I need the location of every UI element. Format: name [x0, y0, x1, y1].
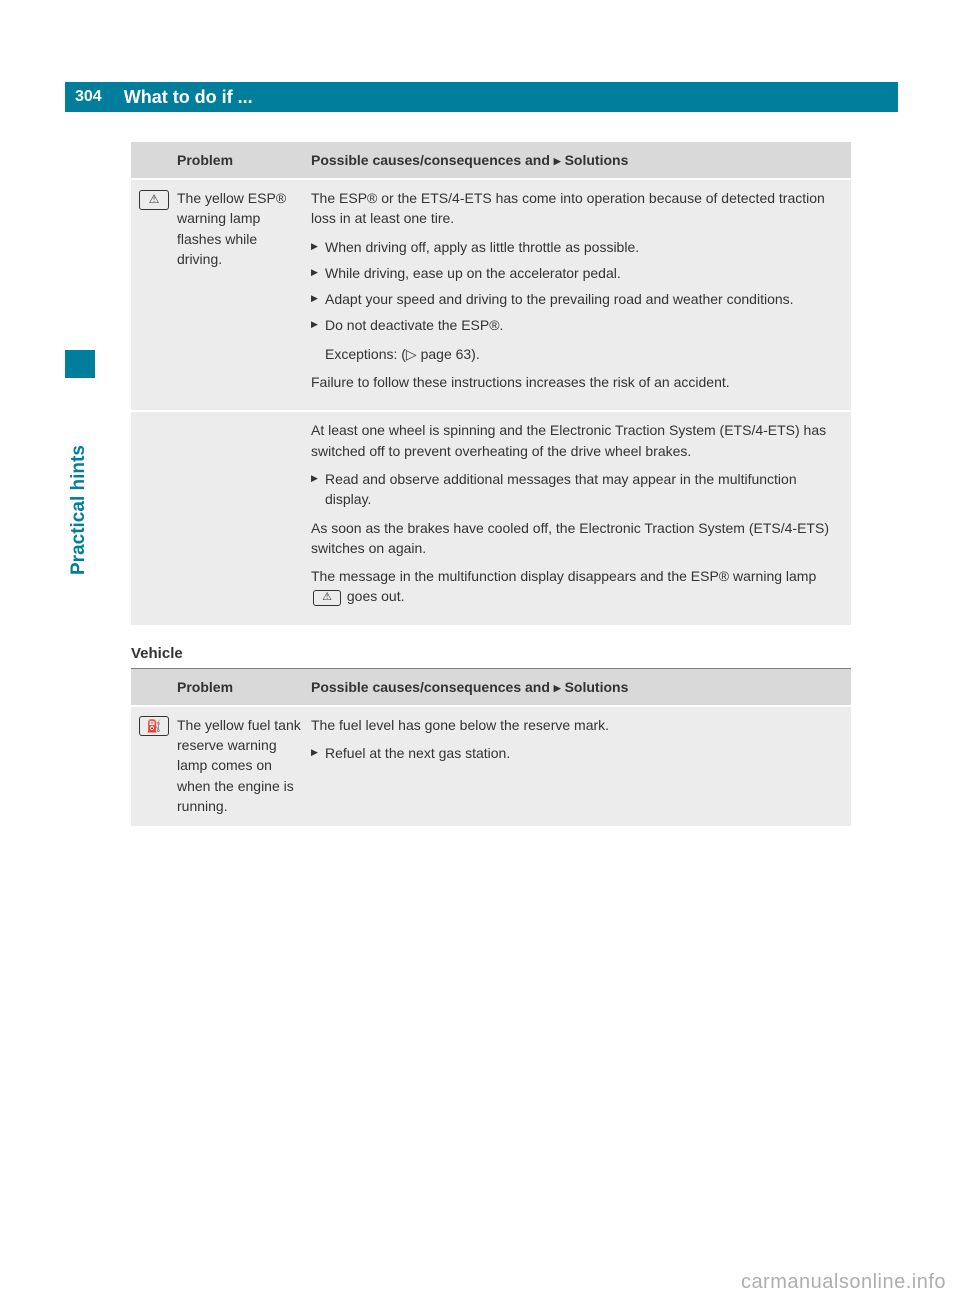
esp-warning-icon-inline: ⚠	[313, 590, 341, 606]
list-item: While driving, ease up on the accelerato…	[311, 263, 839, 283]
col-solution-header: Possible causes/consequences and ▶ Solut…	[311, 152, 851, 168]
exceptions-text: Exceptions: (▷ page 63).	[311, 344, 839, 364]
col-problem-header: Problem	[177, 152, 311, 168]
solution-cell: At least one wheel is spinning and the E…	[311, 412, 851, 624]
solution-list: When driving off, apply as little thrott…	[311, 237, 839, 336]
sol-header-suffix: Solutions	[561, 152, 629, 168]
solution-p1: At least one wheel is spinning and the E…	[311, 420, 839, 461]
list-item: Read and observe additional messages tha…	[311, 469, 839, 510]
problem-text: The yellow fuel tank reserve warning lam…	[177, 707, 311, 826]
page-title: What to do if ...	[112, 82, 898, 112]
solution-list: Read and observe additional messages tha…	[311, 469, 839, 510]
solution-p3: The message in the multifunction display…	[311, 566, 839, 607]
col-icon-header	[131, 679, 177, 695]
troubleshoot-table-esp: Problem Possible causes/consequences and…	[131, 142, 851, 625]
solution-list: Refuel at the next gas station.	[311, 743, 839, 763]
col-icon-header	[131, 152, 177, 168]
content-area: Problem Possible causes/consequences and…	[131, 142, 851, 826]
table-header-row: Problem Possible causes/consequences and…	[131, 669, 851, 705]
p3-post: goes out.	[343, 588, 405, 604]
troubleshoot-table-vehicle: Problem Possible causes/consequences and…	[131, 669, 851, 826]
p3-pre: The message in the multifunction display…	[311, 568, 816, 584]
solution-cell: The fuel level has gone below the reserv…	[311, 707, 851, 826]
col-problem-header: Problem	[177, 679, 311, 695]
triangle-right-icon: ▶	[554, 156, 561, 166]
triangle-right-icon: ▶	[554, 683, 561, 693]
solution-outro: Failure to follow these instructions inc…	[311, 372, 839, 392]
col-solution-header: Possible causes/consequences and ▶ Solut…	[311, 679, 851, 695]
solution-cell: The ESP® or the ETS/4-ETS has come into …	[311, 180, 851, 410]
sidebar-section-label: Practical hints	[68, 445, 90, 575]
warning-icon-cell: ⚠	[131, 180, 177, 410]
solution-p2: As soon as the brakes have cooled off, t…	[311, 518, 839, 559]
list-item: Adapt your speed and driving to the prev…	[311, 289, 839, 309]
list-item: Refuel at the next gas station.	[311, 743, 839, 763]
table-row: ⛽ The yellow fuel tank reserve warning l…	[131, 705, 851, 826]
empty-icon-cell	[131, 412, 177, 624]
page-header: 304 What to do if ...	[65, 82, 898, 112]
table-row: ⚠ The yellow ESP® warning lamp flashes w…	[131, 178, 851, 410]
page-number: 304	[65, 82, 112, 112]
table-row: At least one wheel is spinning and the E…	[131, 410, 851, 624]
sol-header-suffix: Solutions	[561, 679, 629, 695]
table-header-row: Problem Possible causes/consequences and…	[131, 142, 851, 178]
problem-text: The yellow ESP® warning lamp flashes whi…	[177, 180, 311, 410]
esp-warning-icon: ⚠	[139, 190, 169, 210]
section-heading-vehicle: Vehicle	[131, 645, 851, 662]
solution-intro: The ESP® or the ETS/4-ETS has come into …	[311, 188, 839, 229]
sol-header-prefix: Possible causes/consequences and	[311, 152, 554, 168]
empty-problem-cell	[177, 412, 311, 624]
list-item: When driving off, apply as little thrott…	[311, 237, 839, 257]
watermark-text: carmanualsonline.info	[741, 1271, 946, 1294]
solution-intro: The fuel level has gone below the reserv…	[311, 715, 839, 735]
fuel-icon-cell: ⛽	[131, 707, 177, 826]
sidebar-tab	[65, 350, 95, 378]
fuel-reserve-icon: ⛽	[139, 716, 169, 736]
sol-header-prefix: Possible causes/consequences and	[311, 679, 554, 695]
list-item: Do not deactivate the ESP®.	[311, 315, 839, 335]
manual-page: 304 What to do if ... Practical hints Pr…	[0, 0, 960, 1302]
